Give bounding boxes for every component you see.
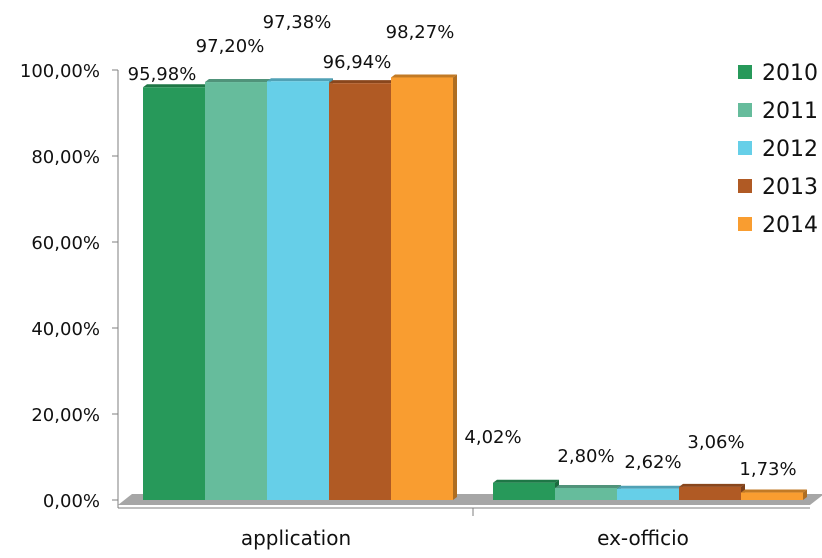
x-category-label: ex-officio	[597, 526, 689, 550]
bar-top-2012-ex-officio	[617, 485, 683, 489]
bar-2012-application	[267, 81, 329, 501]
y-tick-label: 80,00%	[31, 147, 100, 168]
data-label-2013-ex-officio: 3,06%	[687, 432, 744, 453]
data-label-2010-application: 95,98%	[128, 64, 197, 85]
bar-2012-ex-officio	[617, 488, 679, 500]
bar-top-2010-application	[143, 84, 209, 88]
bar-top-2011-ex-officio	[555, 484, 621, 488]
bar-top-2013-ex-officio	[679, 483, 745, 487]
bar-2013-application	[329, 83, 391, 501]
data-label-2011-ex-officio: 2,80%	[557, 446, 614, 467]
y-tick-label: 20,00%	[31, 405, 100, 426]
y-tick-label: 40,00%	[31, 319, 100, 340]
legend-swatch-2013	[738, 179, 752, 193]
data-label-2012-ex-officio: 2,62%	[624, 452, 681, 473]
bar-top-2014-application	[391, 74, 457, 78]
legend-label-2010: 2010	[762, 61, 818, 86]
bar-top-2011-application	[205, 79, 271, 83]
bar-top-2014-ex-officio	[741, 489, 807, 493]
legend-label-2011: 2011	[762, 99, 818, 124]
data-label-2014-ex-officio: 1,73%	[739, 459, 796, 480]
bar-side-2014-ex-officio	[803, 489, 807, 500]
bar-top-2010-ex-officio	[493, 479, 559, 483]
bar-2014-application	[391, 77, 453, 501]
bar-2011-application	[205, 82, 267, 500]
bar-2011-ex-officio	[555, 487, 617, 500]
legend-swatch-2011	[738, 103, 752, 117]
bar-2013-ex-officio	[679, 486, 741, 500]
legend-label-2014: 2014	[762, 213, 818, 238]
x-category-label: application	[241, 526, 351, 550]
data-label-2014-application: 98,27%	[386, 22, 455, 43]
bar-2010-application	[143, 87, 205, 500]
legend-label-2012: 2012	[762, 137, 818, 162]
y-tick-label: 60,00%	[31, 233, 100, 254]
bar-side-2014-application	[453, 74, 457, 501]
legend-swatch-2014	[738, 217, 752, 231]
data-label-2011-application: 97,20%	[196, 36, 265, 57]
legend-swatch-2012	[738, 141, 752, 155]
bar-2010-ex-officio	[493, 482, 555, 500]
legend-swatch-2010	[738, 65, 752, 79]
legend-label-2013: 2013	[762, 175, 818, 200]
y-tick-label: 100,00%	[20, 61, 100, 82]
data-label-2010-ex-officio: 4,02%	[464, 427, 521, 448]
data-label-2012-application: 97,38%	[263, 12, 332, 33]
bar-top-2013-application	[329, 80, 395, 84]
bar-2014-ex-officio	[741, 492, 803, 500]
y-tick-label: 0,00%	[43, 491, 100, 512]
bar-top-2012-application	[267, 78, 333, 82]
data-label-2013-application: 96,94%	[323, 52, 392, 73]
